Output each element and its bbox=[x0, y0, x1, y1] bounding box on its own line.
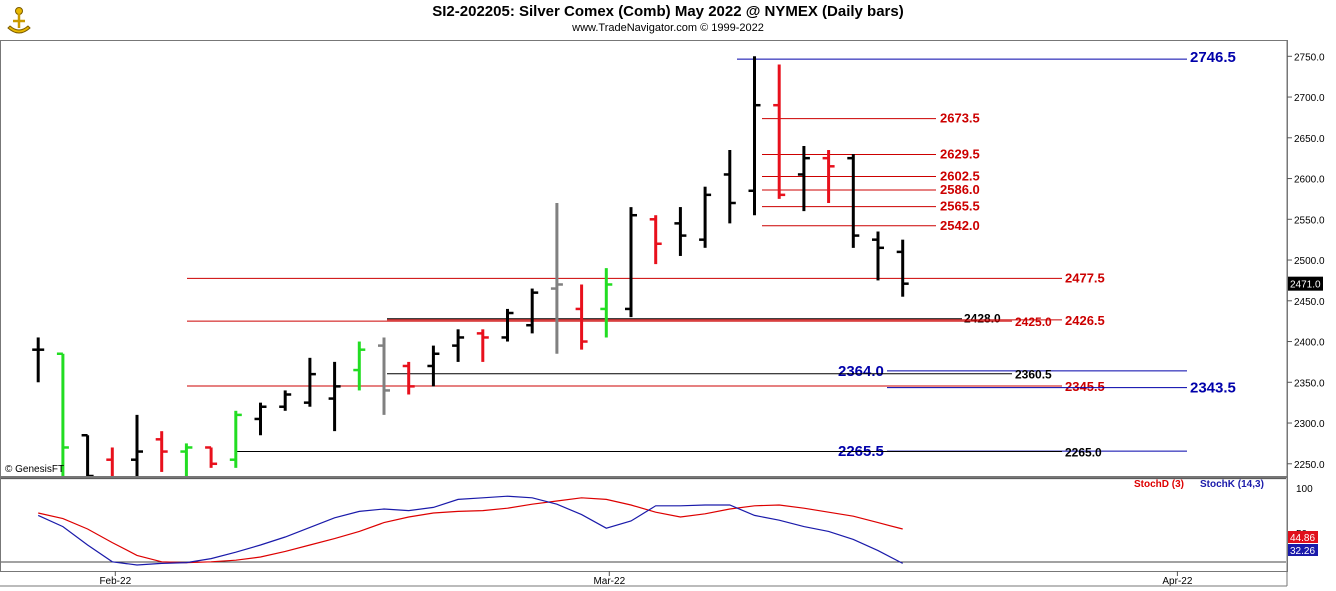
ohlc-bar[interactable] bbox=[402, 361, 415, 395]
last-price-label: 2471.0 bbox=[1290, 280, 1321, 291]
watermark: © GenesisFT bbox=[5, 464, 64, 475]
legend-stoch-k: StochK (14,3) bbox=[1200, 479, 1264, 490]
stoch-series-k bbox=[37, 495, 903, 566]
ohlc-bar[interactable] bbox=[378, 337, 390, 415]
level-label-2425.0: 2425.0 bbox=[1015, 315, 1052, 329]
ohlc-bar[interactable] bbox=[476, 329, 489, 362]
y-tick-label: 2250.0 bbox=[1294, 460, 1325, 471]
ohlc-bar[interactable] bbox=[452, 329, 465, 362]
ohlc-bar[interactable] bbox=[872, 231, 884, 281]
y-tick-label: 2350.0 bbox=[1294, 378, 1325, 389]
ohlc-bar[interactable] bbox=[427, 345, 440, 387]
level-label-2565.5: 2565.5 bbox=[940, 199, 980, 214]
y-tick-label: 2400.0 bbox=[1294, 338, 1325, 349]
x-tick-label: Apr-22 bbox=[1162, 576, 1192, 587]
ohlc-bar[interactable] bbox=[131, 414, 143, 484]
y-tick-label: 2600.0 bbox=[1294, 175, 1325, 186]
ohlc-bar[interactable] bbox=[303, 357, 316, 407]
ohlc-bar[interactable] bbox=[254, 402, 267, 436]
ohlc-bar[interactable] bbox=[550, 202, 563, 354]
stoch-panel-frame bbox=[0, 477, 1288, 572]
stoch-d-last-value: 44.86 bbox=[1290, 533, 1315, 544]
y-tick-label: 2500.0 bbox=[1294, 256, 1325, 267]
level-label-2426.5: 2426.5 bbox=[1065, 313, 1105, 328]
ohlc-bar[interactable] bbox=[600, 268, 613, 338]
ohlc-bar[interactable] bbox=[205, 446, 218, 468]
ohlc-bar[interactable] bbox=[822, 150, 835, 203]
stoch-k-last-box bbox=[1288, 544, 1318, 556]
stoch-tick-label: 100 bbox=[1296, 484, 1313, 495]
level-label-2602.5: 2602.5 bbox=[940, 169, 980, 184]
y-tick-label: 2650.0 bbox=[1294, 134, 1325, 145]
last-price-box bbox=[1288, 276, 1323, 291]
ohlc-bar[interactable] bbox=[56, 352, 69, 484]
ohlc-bar[interactable] bbox=[625, 207, 637, 318]
ohlc-bar[interactable] bbox=[723, 150, 736, 224]
ohlc-bar[interactable] bbox=[353, 341, 366, 391]
x-tick-label: Feb-22 bbox=[99, 576, 131, 587]
ohlc-bar[interactable] bbox=[748, 56, 761, 216]
ohlc-bar[interactable] bbox=[32, 337, 45, 383]
y-tick-label: 2700.0 bbox=[1294, 93, 1325, 104]
ohlc-bar[interactable] bbox=[699, 186, 712, 248]
level-label-2477.5: 2477.5 bbox=[1065, 270, 1105, 285]
ohlc-bar[interactable] bbox=[81, 434, 94, 484]
price-panel-frame bbox=[0, 40, 1288, 477]
level-label-2360.5: 2360.5 bbox=[1015, 368, 1052, 382]
ohlc-bar[interactable] bbox=[180, 443, 193, 484]
ohlc-bar[interactable] bbox=[896, 239, 909, 297]
y-tick-label: 2550.0 bbox=[1294, 215, 1325, 226]
level-label-2746.5: 2746.5 bbox=[1190, 49, 1236, 66]
ohlc-bar[interactable] bbox=[773, 64, 786, 199]
legend-stoch-d: StochD (3) bbox=[1134, 479, 1184, 490]
level-label-2428.0: 2428.0 bbox=[964, 312, 1001, 326]
ohlc-bar[interactable] bbox=[526, 288, 539, 334]
y-tick-label: 2450.0 bbox=[1294, 297, 1325, 308]
ohlc-bar[interactable] bbox=[649, 215, 662, 265]
chart-title: SI2-202205: Silver Comex (Comb) May 2022… bbox=[432, 3, 904, 20]
ohlc-bar[interactable] bbox=[847, 154, 860, 248]
y-tick-label: 2750.0 bbox=[1294, 52, 1325, 63]
x-tick-label: Mar-22 bbox=[593, 576, 625, 587]
level-label-2673.5: 2673.5 bbox=[940, 111, 980, 126]
stoch-k-last-value: 32.26 bbox=[1290, 546, 1315, 557]
ohlc-bar[interactable] bbox=[229, 410, 242, 468]
y-tick-label: 2300.0 bbox=[1294, 419, 1325, 430]
stoch-d-last-box bbox=[1288, 531, 1318, 543]
ohlc-bar[interactable] bbox=[279, 390, 292, 411]
ohlc-bar[interactable] bbox=[501, 308, 514, 342]
level-label-2629.5: 2629.5 bbox=[940, 147, 980, 162]
level-label-2345.5: 2345.5 bbox=[1065, 379, 1105, 394]
ohlc-bar[interactable] bbox=[155, 431, 168, 472]
level-label-2542.0: 2542.0 bbox=[940, 218, 980, 233]
ohlc-bar[interactable] bbox=[575, 284, 588, 350]
ohlc-bar[interactable] bbox=[797, 145, 810, 212]
ohlc-bar[interactable] bbox=[674, 207, 687, 256]
level-label-2364.0: 2364.0 bbox=[838, 363, 884, 380]
level-label-2343.5: 2343.5 bbox=[1190, 380, 1236, 397]
chart-subtitle: www.TradeNavigator.com © 1999-2022 bbox=[572, 22, 764, 34]
level-label-2265.0: 2265.0 bbox=[1065, 446, 1102, 460]
trade-navigator-logo-icon bbox=[4, 4, 34, 41]
level-label-2586.0: 2586.0 bbox=[940, 182, 980, 197]
ohlc-bar[interactable] bbox=[106, 447, 118, 488]
ohlc-bar[interactable] bbox=[328, 361, 341, 432]
